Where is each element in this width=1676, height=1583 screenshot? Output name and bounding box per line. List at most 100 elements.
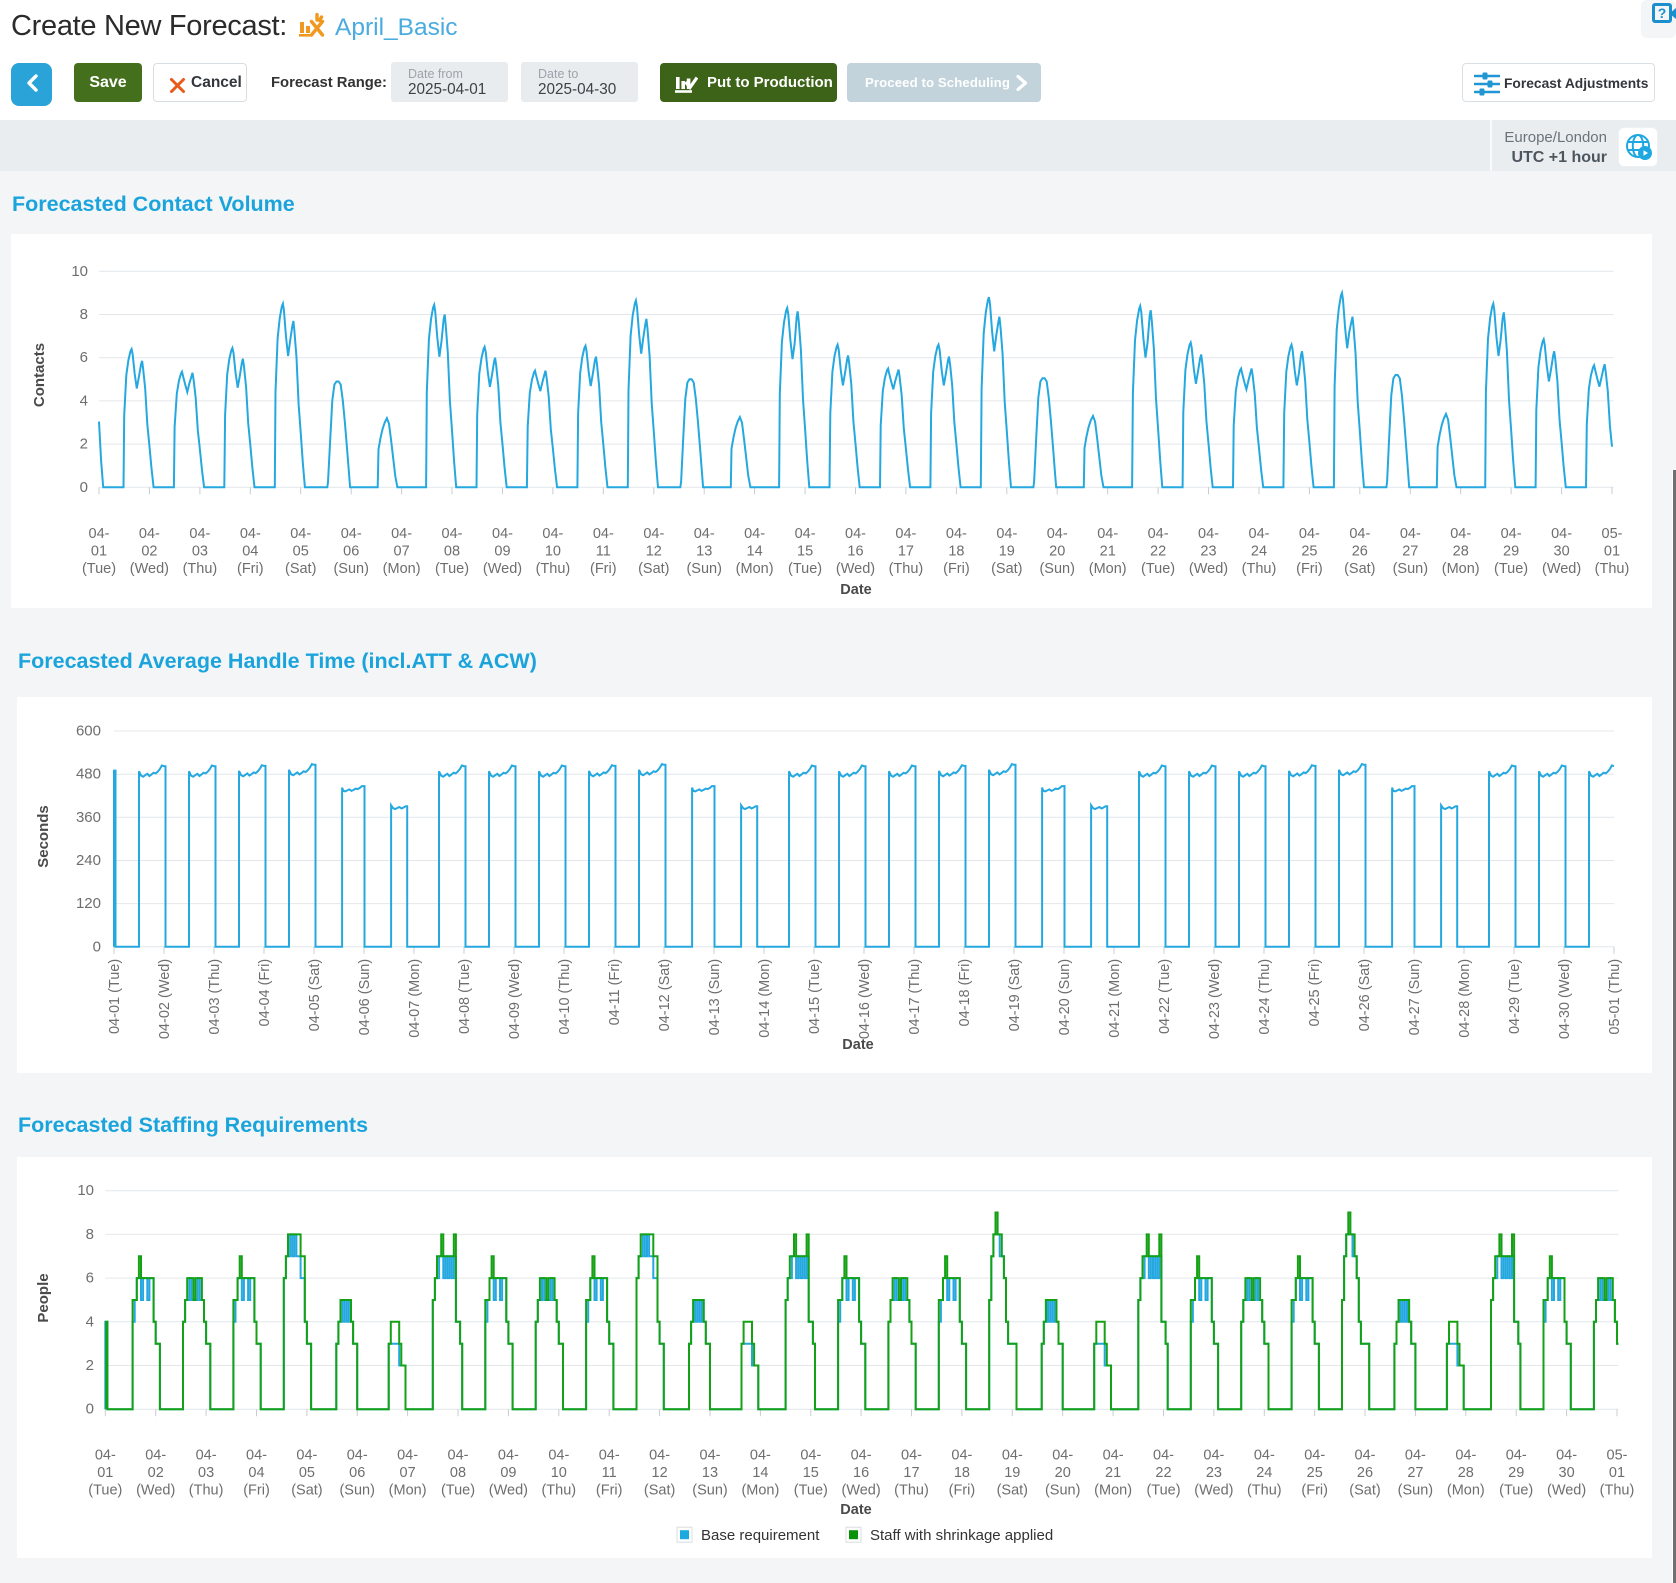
svg-text:04-25(Fri): 04-25 (Fri) xyxy=(1301,1448,1328,1499)
svg-text:04-18 (Fri): 04-18 (Fri) xyxy=(957,959,973,1027)
svg-text:04-26(Sat): 04-26 (Sat) xyxy=(1344,526,1375,577)
svg-text:0: 0 xyxy=(93,938,101,955)
svg-text:04-09(Wed): 04-09 (Wed) xyxy=(483,526,522,577)
svg-text:04-27(Sun): 04-27 (Sun) xyxy=(1393,526,1428,577)
svg-text:04-21 (Mon): 04-21 (Mon) xyxy=(1107,959,1123,1038)
svg-text:04-14(Mon): 04-14 (Mon) xyxy=(736,526,774,577)
svg-text:04-27 (Sun): 04-27 (Sun) xyxy=(1407,959,1423,1036)
svg-text:04-02(Wed): 04-02 (Wed) xyxy=(130,526,169,577)
svg-text:04-09(Wed): 04-09 (Wed) xyxy=(489,1448,528,1499)
svg-text:0: 0 xyxy=(80,479,88,496)
svg-text:04-19(Sat): 04-19 (Sat) xyxy=(991,526,1022,577)
svg-text:04-16 (Wed): 04-16 (Wed) xyxy=(857,959,873,1039)
svg-text:04-22(Tue): 04-22 (Tue) xyxy=(1141,526,1175,577)
svg-text:04-18(Fri): 04-18 (Fri) xyxy=(949,1448,976,1499)
svg-text:04-12(Sat): 04-12 (Sat) xyxy=(638,526,669,577)
svg-text:8: 8 xyxy=(80,306,88,323)
svg-text:04-17(Thu): 04-17 (Thu) xyxy=(889,526,924,577)
svg-text:600: 600 xyxy=(76,723,101,740)
svg-text:04-25 (Fri): 04-25 (Fri) xyxy=(1307,959,1323,1027)
svg-text:04-29 (Tue): 04-29 (Tue) xyxy=(1507,959,1523,1034)
svg-text:04-24(Thu): 04-24 (Thu) xyxy=(1242,526,1277,577)
svg-text:04-13(Sun): 04-13 (Sun) xyxy=(692,1448,727,1499)
svg-text:4: 4 xyxy=(86,1313,94,1330)
svg-text:04-11(Fri): 04-11 (Fri) xyxy=(596,1448,623,1499)
svg-text:04-10 (Thu): 04-10 (Thu) xyxy=(557,959,573,1035)
svg-text:04-24(Thu): 04-24 (Thu) xyxy=(1247,1448,1282,1499)
svg-text:Date: Date xyxy=(840,1502,871,1518)
svg-text:8: 8 xyxy=(86,1226,94,1243)
svg-text:04-28(Mon): 04-28 (Mon) xyxy=(1442,526,1480,577)
svg-text:04-07 (Mon): 04-07 (Mon) xyxy=(407,959,423,1038)
svg-text:6: 6 xyxy=(86,1270,94,1287)
svg-text:2: 2 xyxy=(86,1357,94,1374)
svg-text:0: 0 xyxy=(86,1401,94,1418)
svg-text:04-14(Mon): 04-14 (Mon) xyxy=(741,1448,779,1499)
svg-text:04-19 (Sat): 04-19 (Sat) xyxy=(1007,959,1023,1032)
svg-text:04-23 (Wed): 04-23 (Wed) xyxy=(1207,959,1223,1039)
svg-text:04-30 (Wed): 04-30 (Wed) xyxy=(1557,959,1573,1039)
svg-text:04-05(Sat): 04-05 (Sat) xyxy=(291,1448,322,1499)
svg-text:Staff with shrinkage applied: Staff with shrinkage applied xyxy=(870,1527,1053,1544)
svg-text:10: 10 xyxy=(71,263,88,280)
svg-text:04-20 (Sun): 04-20 (Sun) xyxy=(1057,959,1073,1036)
svg-text:04-25(Fri): 04-25 (Fri) xyxy=(1296,526,1323,577)
svg-text:Date: Date xyxy=(842,1037,873,1053)
svg-text:04-04 (Fri): 04-04 (Fri) xyxy=(257,959,273,1027)
svg-text:04-22(Tue): 04-22 (Tue) xyxy=(1146,1448,1180,1499)
svg-text:04-05 (Sat): 04-05 (Sat) xyxy=(307,959,323,1032)
svg-text:04-15(Tue): 04-15 (Tue) xyxy=(788,526,822,577)
svg-text:04-01(Tue): 04-01 (Tue) xyxy=(82,526,116,577)
svg-text:04-01 (Tue): 04-01 (Tue) xyxy=(107,959,123,1034)
svg-text:04-27(Sun): 04-27 (Sun) xyxy=(1398,1448,1433,1499)
svg-text:04-10(Thu): 04-10 (Thu) xyxy=(536,526,571,577)
svg-text:04-14 (Mon): 04-14 (Mon) xyxy=(757,959,773,1038)
svg-text:04-12 (Sat): 04-12 (Sat) xyxy=(657,959,673,1032)
svg-text:04-09 (Wed): 04-09 (Wed) xyxy=(507,959,523,1039)
svg-text:04-20(Sun): 04-20 (Sun) xyxy=(1045,1448,1080,1499)
svg-text:04-18(Fri): 04-18 (Fri) xyxy=(943,526,970,577)
svg-text:10: 10 xyxy=(77,1182,94,1199)
svg-text:04-20(Sun): 04-20 (Sun) xyxy=(1039,526,1074,577)
svg-text:04-24 (Thu): 04-24 (Thu) xyxy=(1257,959,1273,1035)
svg-text:04-15(Tue): 04-15 (Tue) xyxy=(794,1448,828,1499)
svg-text:04-28 (Mon): 04-28 (Mon) xyxy=(1457,959,1473,1038)
svg-text:04-06(Sun): 04-06 (Sun) xyxy=(339,1448,374,1499)
svg-text:240: 240 xyxy=(76,852,101,869)
svg-text:04-01(Tue): 04-01 (Tue) xyxy=(88,1448,122,1499)
svg-text:4: 4 xyxy=(80,392,88,409)
svg-text:2: 2 xyxy=(80,436,88,453)
svg-text:05-01(Thu): 05-01 (Thu) xyxy=(1595,526,1630,577)
svg-text:04-05(Sat): 04-05 (Sat) xyxy=(285,526,316,577)
svg-text:05-01 (Thu): 05-01 (Thu) xyxy=(1607,959,1623,1035)
svg-text:04-03(Thu): 04-03 (Thu) xyxy=(183,526,218,577)
svg-text:6: 6 xyxy=(80,349,88,366)
svg-text:04-22 (Tue): 04-22 (Tue) xyxy=(1157,959,1173,1034)
svg-text:04-13(Sun): 04-13 (Sun) xyxy=(686,526,721,577)
svg-text:04-28(Mon): 04-28 (Mon) xyxy=(1447,1448,1485,1499)
svg-text:04-23(Wed): 04-23 (Wed) xyxy=(1189,526,1228,577)
svg-text:04-23(Wed): 04-23 (Wed) xyxy=(1194,1448,1233,1499)
svg-text:05-01(Thu): 05-01 (Thu) xyxy=(1600,1448,1635,1499)
svg-text:04-30(Wed): 04-30 (Wed) xyxy=(1542,526,1581,577)
svg-text:04-11 (Fri): 04-11 (Fri) xyxy=(607,959,623,1026)
svg-text:04-15 (Tue): 04-15 (Tue) xyxy=(807,959,823,1034)
svg-text:04-26 (Sat): 04-26 (Sat) xyxy=(1357,959,1373,1032)
svg-text:04-21(Mon): 04-21 (Mon) xyxy=(1089,526,1127,577)
svg-text:04-06(Sun): 04-06 (Sun) xyxy=(333,526,368,577)
svg-text:04-17(Thu): 04-17 (Thu) xyxy=(894,1448,929,1499)
svg-text:?: ? xyxy=(1658,5,1667,21)
svg-text:04-21(Mon): 04-21 (Mon) xyxy=(1094,1448,1132,1499)
svg-text:480: 480 xyxy=(76,766,101,783)
svg-text:People: People xyxy=(35,1273,52,1322)
svg-text:04-08(Tue): 04-08 (Tue) xyxy=(441,1448,475,1499)
svg-text:04-12(Sat): 04-12 (Sat) xyxy=(644,1448,675,1499)
svg-text:04-04(Fri): 04-04 (Fri) xyxy=(243,1448,270,1499)
svg-text:04-04(Fri): 04-04 (Fri) xyxy=(237,526,264,577)
svg-text:04-11(Fri): 04-11 (Fri) xyxy=(590,526,617,577)
svg-text:04-29(Tue): 04-29 (Tue) xyxy=(1499,1448,1533,1499)
svg-text:Base requirement: Base requirement xyxy=(701,1527,820,1544)
svg-text:04-02(Wed): 04-02 (Wed) xyxy=(136,1448,175,1499)
svg-text:04-29(Tue): 04-29 (Tue) xyxy=(1494,526,1528,577)
svg-text:04-26(Sat): 04-26 (Sat) xyxy=(1349,1448,1380,1499)
